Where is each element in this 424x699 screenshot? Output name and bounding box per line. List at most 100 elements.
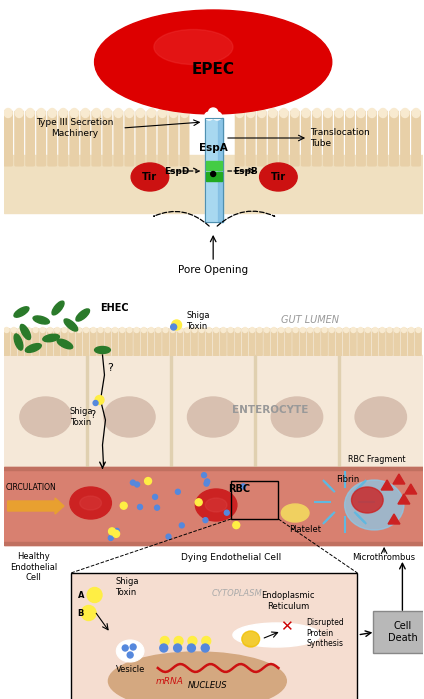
Text: CIRCULATION: CIRCULATION (6, 484, 57, 493)
Ellipse shape (156, 328, 161, 333)
Ellipse shape (137, 108, 145, 117)
Ellipse shape (163, 328, 168, 333)
Ellipse shape (62, 328, 67, 333)
Ellipse shape (174, 637, 183, 645)
FancyBboxPatch shape (83, 328, 89, 356)
FancyBboxPatch shape (47, 110, 57, 166)
FancyBboxPatch shape (39, 328, 46, 356)
FancyBboxPatch shape (47, 328, 53, 356)
Ellipse shape (322, 328, 327, 333)
FancyBboxPatch shape (335, 328, 343, 356)
Polygon shape (398, 494, 410, 504)
Ellipse shape (204, 481, 209, 486)
Ellipse shape (257, 328, 262, 333)
Ellipse shape (346, 108, 354, 117)
Polygon shape (381, 480, 393, 490)
Ellipse shape (4, 108, 12, 117)
Text: Healthy
Endothelial
Cell: Healthy Endothelial Cell (10, 552, 57, 582)
Ellipse shape (172, 320, 181, 330)
Ellipse shape (76, 309, 89, 321)
FancyBboxPatch shape (278, 328, 285, 356)
FancyBboxPatch shape (307, 328, 313, 356)
FancyBboxPatch shape (263, 328, 270, 356)
Ellipse shape (26, 108, 34, 117)
FancyBboxPatch shape (234, 328, 241, 356)
FancyBboxPatch shape (401, 328, 407, 356)
FancyBboxPatch shape (271, 328, 277, 356)
FancyArrowPatch shape (154, 212, 209, 226)
Polygon shape (405, 484, 417, 494)
Text: Microthrombus: Microthrombus (353, 552, 416, 561)
Ellipse shape (307, 328, 312, 333)
Text: B: B (78, 609, 84, 617)
Ellipse shape (149, 328, 153, 333)
Text: Vesicle: Vesicle (115, 665, 145, 674)
Ellipse shape (293, 328, 298, 333)
Text: EPEC: EPEC (192, 62, 234, 78)
FancyBboxPatch shape (18, 328, 25, 356)
Ellipse shape (211, 171, 216, 177)
FancyBboxPatch shape (54, 328, 61, 356)
Ellipse shape (247, 108, 255, 117)
FancyBboxPatch shape (70, 110, 79, 166)
FancyBboxPatch shape (249, 328, 256, 356)
Ellipse shape (373, 328, 377, 333)
FancyBboxPatch shape (206, 328, 212, 356)
Ellipse shape (95, 396, 104, 405)
Ellipse shape (224, 510, 229, 515)
Ellipse shape (11, 328, 17, 333)
Text: Disrupted
Protein
Synthesis: Disrupted Protein Synthesis (306, 618, 344, 648)
Ellipse shape (108, 535, 113, 540)
Ellipse shape (313, 108, 321, 117)
Ellipse shape (233, 521, 240, 528)
Ellipse shape (187, 644, 195, 652)
FancyBboxPatch shape (112, 328, 118, 356)
Ellipse shape (205, 112, 214, 120)
FancyBboxPatch shape (379, 328, 386, 356)
Ellipse shape (131, 480, 135, 485)
Text: EspD: EspD (164, 166, 190, 175)
Ellipse shape (37, 108, 45, 117)
FancyArrowPatch shape (217, 211, 275, 226)
Ellipse shape (181, 108, 189, 117)
Ellipse shape (120, 502, 127, 509)
Ellipse shape (95, 10, 332, 114)
Text: Shiga
Toxin: Shiga Toxin (115, 577, 139, 597)
Bar (4, 467, 423, 470)
Bar (4, 310, 423, 355)
Bar (254, 355, 256, 467)
FancyBboxPatch shape (367, 110, 377, 166)
FancyBboxPatch shape (285, 328, 292, 356)
FancyBboxPatch shape (136, 110, 145, 166)
FancyBboxPatch shape (323, 110, 333, 166)
Ellipse shape (243, 328, 248, 333)
Text: EspA: EspA (199, 143, 228, 153)
Text: RBC Fragment: RBC Fragment (349, 454, 406, 463)
Ellipse shape (205, 498, 227, 512)
FancyBboxPatch shape (220, 328, 227, 356)
Ellipse shape (368, 108, 376, 117)
Ellipse shape (235, 328, 240, 333)
FancyBboxPatch shape (119, 328, 126, 356)
FancyBboxPatch shape (345, 110, 355, 166)
Ellipse shape (302, 108, 310, 117)
Ellipse shape (291, 108, 299, 117)
Ellipse shape (185, 328, 190, 333)
Text: CYTOPLASM: CYTOPLASM (212, 589, 262, 598)
Ellipse shape (116, 640, 144, 662)
FancyBboxPatch shape (90, 328, 97, 356)
FancyBboxPatch shape (184, 328, 191, 356)
Text: Endoplasmic
Reticulum: Endoplasmic Reticulum (262, 591, 315, 611)
FancyBboxPatch shape (411, 110, 421, 166)
Ellipse shape (127, 328, 132, 333)
Ellipse shape (170, 328, 175, 333)
Ellipse shape (282, 504, 309, 522)
Ellipse shape (355, 397, 407, 437)
Ellipse shape (188, 637, 197, 645)
Ellipse shape (20, 324, 31, 340)
FancyBboxPatch shape (158, 110, 167, 166)
FancyBboxPatch shape (140, 328, 148, 356)
FancyBboxPatch shape (408, 328, 415, 356)
FancyBboxPatch shape (191, 328, 198, 356)
Ellipse shape (201, 644, 209, 652)
